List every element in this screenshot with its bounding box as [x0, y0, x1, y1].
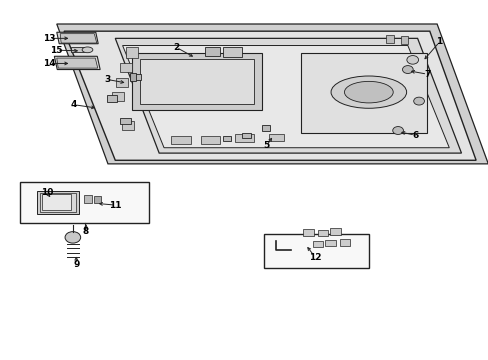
- Bar: [385, 35, 393, 42]
- Polygon shape: [57, 24, 488, 164]
- Bar: [242, 133, 250, 138]
- Bar: [339, 239, 349, 246]
- Bar: [400, 36, 407, 44]
- Circle shape: [392, 127, 403, 134]
- Ellipse shape: [82, 47, 93, 53]
- Bar: [83, 195, 92, 203]
- Text: 9: 9: [73, 260, 79, 269]
- Bar: [205, 47, 220, 56]
- Text: 5: 5: [263, 141, 269, 150]
- Polygon shape: [120, 63, 132, 72]
- Polygon shape: [132, 53, 261, 110]
- Polygon shape: [54, 56, 100, 69]
- Bar: [130, 73, 136, 81]
- Polygon shape: [112, 92, 124, 101]
- Ellipse shape: [330, 76, 406, 108]
- Polygon shape: [115, 39, 461, 153]
- Text: 14: 14: [43, 59, 56, 68]
- Text: 13: 13: [43, 34, 56, 43]
- Bar: [120, 118, 131, 125]
- Polygon shape: [171, 136, 190, 144]
- Bar: [20, 182, 149, 223]
- Polygon shape: [42, 194, 71, 211]
- Polygon shape: [140, 59, 254, 104]
- Text: 7: 7: [423, 70, 429, 79]
- Text: 6: 6: [411, 131, 417, 140]
- Circle shape: [406, 55, 418, 64]
- Polygon shape: [116, 78, 128, 87]
- Polygon shape: [300, 53, 427, 134]
- Bar: [329, 228, 340, 235]
- Bar: [303, 229, 313, 235]
- Polygon shape: [37, 191, 79, 214]
- Polygon shape: [60, 34, 97, 43]
- Bar: [222, 47, 242, 57]
- Polygon shape: [57, 32, 98, 44]
- Text: 4: 4: [70, 100, 77, 109]
- Polygon shape: [200, 136, 220, 144]
- Bar: [106, 95, 117, 102]
- Bar: [71, 47, 83, 52]
- Circle shape: [413, 97, 424, 105]
- Polygon shape: [40, 193, 76, 212]
- Text: 2: 2: [173, 43, 179, 52]
- Bar: [130, 74, 141, 80]
- Bar: [94, 196, 101, 203]
- Circle shape: [402, 66, 412, 73]
- Polygon shape: [64, 31, 475, 160]
- Text: 8: 8: [83, 228, 89, 237]
- Bar: [222, 136, 231, 141]
- Bar: [264, 234, 368, 268]
- Bar: [325, 240, 335, 246]
- Text: 1: 1: [435, 37, 442, 46]
- Text: 3: 3: [104, 75, 111, 84]
- Bar: [261, 126, 270, 131]
- Text: 15: 15: [50, 46, 63, 55]
- Ellipse shape: [344, 81, 392, 103]
- Text: 11: 11: [109, 201, 122, 210]
- Bar: [312, 240, 323, 247]
- Polygon shape: [122, 121, 134, 130]
- Polygon shape: [122, 45, 448, 148]
- Polygon shape: [57, 58, 98, 68]
- Polygon shape: [126, 47, 138, 58]
- Text: 10: 10: [41, 188, 53, 197]
- Circle shape: [65, 231, 81, 243]
- Text: 12: 12: [308, 253, 321, 262]
- Bar: [317, 230, 328, 236]
- Polygon shape: [268, 134, 284, 141]
- Polygon shape: [234, 134, 254, 142]
